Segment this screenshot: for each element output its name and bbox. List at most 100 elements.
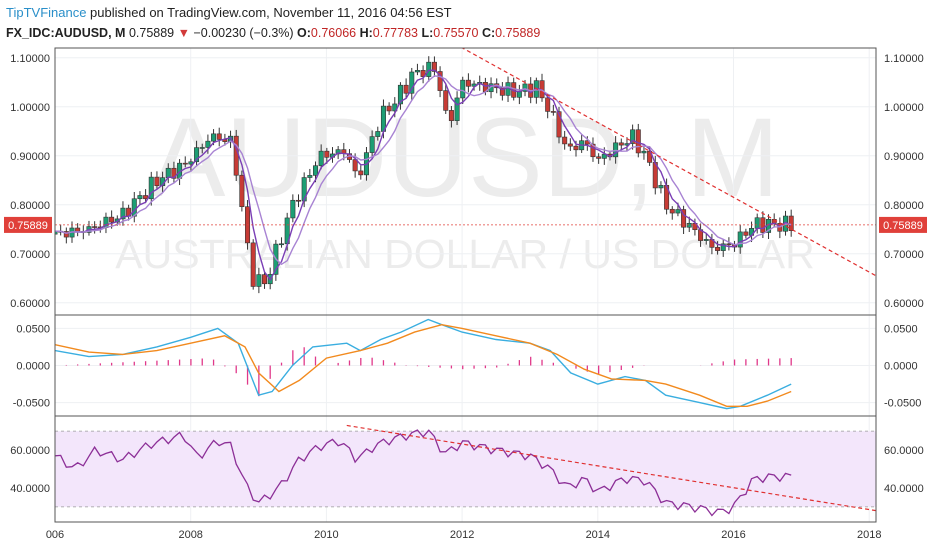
- macd-tick-right: -0.0500: [884, 398, 921, 410]
- candle-up: [194, 147, 200, 163]
- candle-down: [788, 215, 794, 231]
- last-price-tag-right-label: 0.75889: [883, 220, 923, 232]
- candle-down: [590, 143, 596, 158]
- candle-up: [754, 217, 760, 229]
- price-tick-right: 1.00000: [884, 102, 924, 114]
- candle-up: [720, 243, 726, 251]
- price-tick-left: 0.90000: [10, 151, 50, 163]
- open-label: O:: [297, 26, 311, 40]
- rsi-tick-left: 40.0000: [10, 483, 50, 495]
- moving-average-fast: [55, 69, 792, 282]
- candle-down: [75, 227, 81, 232]
- candle-up: [148, 176, 154, 200]
- candle-down: [403, 84, 409, 94]
- candle-down: [262, 274, 268, 285]
- price-tick-right: 0.90000: [884, 151, 924, 163]
- candle-up: [414, 70, 420, 73]
- x-tick-label: 2008: [178, 529, 202, 541]
- low-value: 0.75570: [433, 26, 479, 40]
- candle-up: [737, 231, 743, 248]
- publish-info: published on TradingView.com, November 1…: [86, 5, 452, 20]
- candle-up: [55, 230, 58, 235]
- x-tick-label: 2012: [450, 529, 474, 541]
- candle-up: [369, 136, 375, 153]
- candle-down: [647, 150, 653, 163]
- high-value: 0.77783: [372, 26, 418, 40]
- candle-down: [324, 150, 330, 158]
- price-tick-left: 1.10000: [10, 53, 50, 65]
- last-price-tag-right: [879, 216, 927, 233]
- macd-tick-left: -0.0500: [13, 398, 50, 410]
- candle-down: [250, 242, 256, 287]
- rsi-panel: [55, 424, 876, 517]
- price-change: −0.00230 (−0.3%): [193, 26, 294, 40]
- candle-down: [596, 156, 602, 159]
- rsi-panel-frame: [54, 415, 877, 523]
- candle-up: [137, 195, 143, 200]
- candle-down: [465, 79, 471, 87]
- price-tick-left: 0.80000: [10, 200, 50, 212]
- candle-up: [165, 167, 171, 178]
- open-value: 0.76066: [310, 26, 357, 40]
- publisher-link[interactable]: TipTVFinance: [6, 5, 87, 20]
- down-triangle-icon: ▼: [177, 26, 190, 40]
- price-tick-right: 0.70000: [884, 249, 924, 261]
- candle-down: [556, 111, 562, 138]
- candle-up: [211, 133, 217, 142]
- candle-down: [154, 176, 160, 186]
- macd-panel: [55, 318, 792, 410]
- price-tick-right: 1.10000: [884, 53, 924, 65]
- candle-up: [312, 165, 318, 176]
- last-price: 0.75889: [128, 26, 175, 40]
- macd-line: [55, 318, 792, 410]
- macd-tick-left: 0.0500: [16, 323, 50, 335]
- rsi-tick-left: 60.0000: [10, 445, 50, 457]
- candle-down: [233, 135, 239, 176]
- candle-down: [109, 216, 115, 223]
- last-price-tag-left-label: 0.75889: [8, 220, 48, 232]
- candle-up: [675, 209, 681, 214]
- rsi-trendline: [346, 424, 876, 512]
- candle-up: [397, 84, 403, 105]
- watermark: AUDUSD, M AUSTRALIAN DOLLAR / US DOLLAR: [115, 95, 814, 277]
- axis-labels: 006 2008 2010 2012 2014 2016 2018 0.60000 0.6000…: [4, 53, 927, 541]
- candle-down: [92, 226, 98, 228]
- candle-up: [279, 243, 285, 246]
- candle-down: [216, 133, 222, 140]
- price-tick-right: 0.60000: [884, 298, 924, 310]
- candle-down: [443, 90, 449, 111]
- candle-down: [63, 231, 69, 238]
- x-tick-label: 2018: [857, 529, 881, 541]
- candle-down: [386, 105, 392, 112]
- candle-up: [256, 274, 262, 287]
- price-tick-right: 0.80000: [884, 200, 924, 212]
- rsi-band: [55, 431, 876, 507]
- candle-down: [448, 110, 454, 121]
- price-trendline: [461, 48, 876, 277]
- price-tick-left: 0.60000: [10, 298, 50, 310]
- candle-up: [375, 131, 381, 137]
- x-tick-label: 2016: [721, 529, 745, 541]
- candle-down: [420, 70, 426, 77]
- candle-up: [205, 140, 211, 148]
- rsi-tick-right: 40.0000: [884, 483, 924, 495]
- candle-up: [630, 129, 636, 144]
- candle-down: [726, 243, 732, 246]
- macd-tick-right: 0.0500: [884, 323, 918, 335]
- candle-down: [562, 136, 568, 145]
- candle-down: [743, 231, 749, 236]
- price-tick-left: 1.00000: [10, 102, 50, 114]
- x-tick-label: 2014: [586, 529, 610, 541]
- candle-down: [545, 97, 551, 112]
- candle-down: [715, 247, 721, 251]
- candle-down: [171, 167, 177, 179]
- symbol-name[interactable]: FX_IDC:AUDUSD, M: [6, 26, 126, 40]
- candle-up: [290, 199, 296, 219]
- publish-line: TipTVFinance published on TradingView.co…: [6, 5, 452, 20]
- rsi-tick-right: 60.0000: [884, 445, 924, 457]
- candle-up: [409, 71, 415, 94]
- candle-up: [318, 150, 324, 167]
- x-tick-label: 2010: [314, 529, 338, 541]
